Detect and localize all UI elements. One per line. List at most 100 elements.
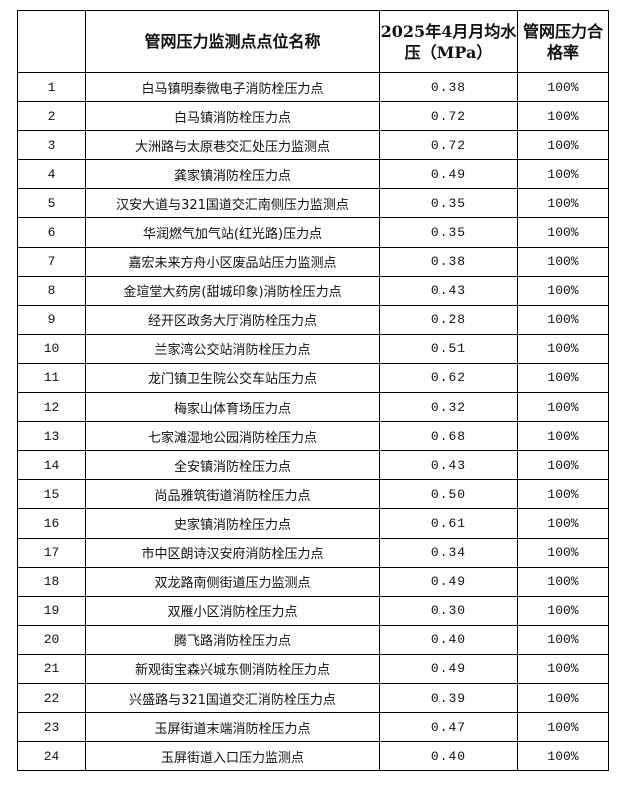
- pass-rate: 100%: [517, 741, 609, 772]
- pass-rate: 100%: [517, 682, 609, 714]
- row-index: 6: [17, 217, 86, 248]
- pass-rate: 100%: [517, 566, 609, 597]
- point-name: 尚品雅筑街道消防栓压力点: [85, 479, 380, 510]
- avg-pressure: 0.35: [379, 217, 518, 248]
- table-row: 21 新观街宝森兴城东侧消防栓压力点 0.49 100%: [17, 653, 609, 684]
- table-row: 9 经开区政务大厅消防栓压力点 0.28 100%: [17, 304, 609, 335]
- avg-pressure: 0.49: [379, 653, 518, 684]
- row-index: 21: [17, 653, 86, 684]
- pass-rate: 100%: [517, 624, 609, 655]
- avg-pressure: 0.34: [379, 537, 518, 568]
- row-index: 1: [17, 71, 86, 103]
- table-row: 5 汉安大道与321国道交汇南侧压力监测点 0.35 100%: [17, 188, 609, 219]
- pass-rate: 100%: [517, 246, 609, 277]
- table-row: 6 华润燃气加气站(红光路)压力点 0.35 100%: [17, 217, 609, 248]
- point-name: 大洲路与太原巷交汇处压力监测点: [85, 130, 380, 161]
- table-row: 7 嘉宏未来方舟小区废品站压力监测点 0.38 100%: [17, 246, 609, 277]
- row-index: 20: [17, 624, 86, 655]
- point-name: 双雁小区消防栓压力点: [85, 595, 380, 626]
- point-name: 龙门镇卫生院公交车站压力点: [85, 362, 380, 394]
- row-index: 18: [17, 566, 86, 597]
- point-name: 兴盛路与321国道交汇消防栓压力点: [85, 682, 380, 714]
- point-name: 嘉宏未来方舟小区废品站压力监测点: [85, 246, 380, 277]
- avg-pressure: 0.68: [379, 421, 518, 452]
- pass-rate: 100%: [517, 71, 609, 103]
- avg-pressure: 0.51: [379, 333, 518, 364]
- pass-rate: 100%: [517, 304, 609, 335]
- pass-rate: 100%: [517, 653, 609, 684]
- avg-pressure: 0.40: [379, 624, 518, 655]
- table-row: 2 白马镇消防栓压力点 0.72 100%: [17, 101, 609, 132]
- avg-pressure: 0.38: [379, 246, 518, 277]
- table-row: 12 梅家山体育场压力点 0.32 100%: [17, 392, 609, 423]
- header-row: 管网压力监测点点位名称 2025年4月月均水压（MPa） 管网压力合格率: [17, 10, 609, 73]
- row-index: 7: [17, 246, 86, 277]
- avg-pressure: 0.43: [379, 275, 518, 306]
- avg-pressure: 0.43: [379, 450, 518, 481]
- avg-pressure: 0.47: [379, 712, 518, 743]
- row-index: 19: [17, 595, 86, 626]
- row-index: 11: [17, 362, 86, 394]
- point-name: 汉安大道与321国道交汇南侧压力监测点: [85, 188, 380, 219]
- pass-rate: 100%: [517, 362, 609, 394]
- row-index: 13: [17, 421, 86, 452]
- pass-rate: 100%: [517, 595, 609, 626]
- table-row: 3 大洲路与太原巷交汇处压力监测点 0.72 100%: [17, 130, 609, 161]
- point-name: 玉屏街道入口压力监测点: [85, 741, 380, 772]
- table-row: 24 玉屏街道入口压力监测点 0.40 100%: [17, 741, 609, 772]
- pass-rate: 100%: [517, 217, 609, 248]
- pass-rate: 100%: [517, 421, 609, 452]
- point-name: 华润燃气加气站(红光路)压力点: [85, 217, 380, 248]
- point-name: 新观街宝森兴城东侧消防栓压力点: [85, 653, 380, 684]
- header-point-name: 管网压力监测点点位名称: [85, 10, 380, 73]
- point-name: 玉屏街道末端消防栓压力点: [85, 712, 380, 743]
- table-row: 4 龚家镇消防栓压力点 0.49 100%: [17, 159, 609, 190]
- row-index: 9: [17, 304, 86, 335]
- pass-rate: 100%: [517, 188, 609, 219]
- avg-pressure: 0.32: [379, 392, 518, 423]
- avg-pressure: 0.30: [379, 595, 518, 626]
- table-row: 20 腾飞路消防栓压力点 0.40 100%: [17, 624, 609, 655]
- row-index: 12: [17, 392, 86, 423]
- row-index: 8: [17, 275, 86, 306]
- avg-pressure: 0.50: [379, 479, 518, 510]
- point-name: 双龙路南侧街道压力监测点: [85, 566, 380, 597]
- point-name: 腾飞路消防栓压力点: [85, 624, 380, 655]
- table-row: 17 市中区朗诗汉安府消防栓压力点 0.34 100%: [17, 537, 609, 568]
- table-row: 22 兴盛路与321国道交汇消防栓压力点 0.39 100%: [17, 682, 609, 714]
- avg-pressure: 0.49: [379, 566, 518, 597]
- avg-pressure: 0.35: [379, 188, 518, 219]
- pass-rate: 100%: [517, 275, 609, 306]
- pass-rate: 100%: [517, 479, 609, 510]
- pass-rate: 100%: [517, 450, 609, 481]
- point-name: 兰家湾公交站消防栓压力点: [85, 333, 380, 364]
- avg-pressure: 0.40: [379, 741, 518, 772]
- table-row: 13 七家滩湿地公园消防栓压力点 0.68 100%: [17, 421, 609, 452]
- table-row: 18 双龙路南侧街道压力监测点 0.49 100%: [17, 566, 609, 597]
- point-name: 白马镇明泰微电子消防栓压力点: [85, 71, 380, 103]
- point-name: 七家滩湿地公园消防栓压力点: [85, 421, 380, 452]
- avg-pressure: 0.49: [379, 159, 518, 190]
- table-row: 15 尚品雅筑街道消防栓压力点 0.50 100%: [17, 479, 609, 510]
- avg-pressure: 0.61: [379, 508, 518, 539]
- pass-rate: 100%: [517, 101, 609, 132]
- point-name: 金瑄堂大药房(甜城印象)消防栓压力点: [85, 275, 380, 306]
- pass-rate: 100%: [517, 159, 609, 190]
- pass-rate: 100%: [517, 537, 609, 568]
- point-name: 龚家镇消防栓压力点: [85, 159, 380, 190]
- header-pass-rate: 管网压力合格率: [517, 10, 609, 73]
- row-index: 2: [17, 101, 86, 132]
- row-index: 14: [17, 450, 86, 481]
- pressure-monitoring-table: 管网压力监测点点位名称 2025年4月月均水压（MPa） 管网压力合格率 1 白马…: [17, 10, 609, 772]
- point-name: 史家镇消防栓压力点: [85, 508, 380, 539]
- pass-rate: 100%: [517, 712, 609, 743]
- table-row: 1 白马镇明泰微电子消防栓压力点 0.38 100%: [17, 71, 609, 103]
- point-name: 白马镇消防栓压力点: [85, 101, 380, 132]
- row-index: 23: [17, 712, 86, 743]
- pass-rate: 100%: [517, 508, 609, 539]
- header-index: [17, 10, 86, 73]
- row-index: 10: [17, 333, 86, 364]
- table-row: 14 全安镇消防栓压力点 0.43 100%: [17, 450, 609, 481]
- row-index: 22: [17, 682, 86, 714]
- table-row: 10 兰家湾公交站消防栓压力点 0.51 100%: [17, 333, 609, 364]
